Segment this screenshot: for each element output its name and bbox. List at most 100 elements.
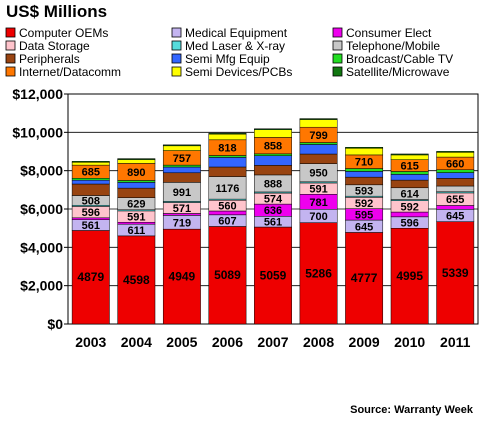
bar-segment-satellite-microwave	[117, 158, 156, 160]
x-tick-label: 2007	[257, 334, 288, 350]
data-label: 4777	[351, 271, 378, 285]
bar-segment-peripherals	[208, 166, 247, 177]
source-note: Source: Warranty Week	[350, 404, 474, 416]
data-label: 629	[127, 199, 145, 211]
legend-swatch-medical-equipment	[171, 27, 182, 38]
y-tick-label: $2,000	[20, 278, 63, 294]
data-label: 991	[173, 187, 191, 199]
bar-segment-peripherals	[162, 172, 201, 183]
data-label: 4598	[123, 273, 150, 287]
bar-segment-semi-devices-pcbs	[436, 152, 475, 158]
data-label: 4949	[169, 270, 196, 284]
legend-swatch-internet-datacomm	[5, 66, 16, 77]
bar-segment-peripherals	[299, 153, 338, 164]
bar-segment-satellite-microwave	[299, 118, 338, 120]
x-tick-label: 2003	[75, 334, 106, 350]
bar-segment-computer-oems	[162, 228, 201, 325]
data-label: 591	[127, 212, 145, 224]
legend-label-semi-devices-pcbs: Semi Devices/PCBs	[185, 65, 292, 79]
bar-segment-semi-mfg-equip	[345, 171, 384, 178]
legend-swatch-med-laser-x-ray	[171, 40, 182, 51]
data-label: 596	[82, 207, 100, 219]
data-label: 685	[82, 167, 100, 179]
data-label: 950	[309, 168, 327, 180]
legend-swatch-data-storage	[5, 40, 16, 51]
bar-segment-computer-oems	[299, 222, 338, 325]
legend-label-satellite-microwave: Satellite/Microwave	[346, 65, 450, 79]
legend-swatch-peripherals	[5, 53, 16, 64]
legend-label-telephone-mobile: Telephone/Mobile	[346, 39, 440, 53]
bar-segment-satellite-microwave	[208, 132, 247, 135]
data-label: 781	[309, 197, 327, 209]
legend-label-peripherals: Peripherals	[19, 52, 80, 66]
bar-segment-computer-oems	[390, 228, 429, 325]
y-tick-label: $8,000	[20, 163, 63, 179]
data-label: 611	[127, 225, 145, 237]
data-label: 5339	[442, 266, 469, 280]
bar-segment-computer-oems	[208, 226, 247, 325]
legend-swatch-consumer-elect	[332, 27, 343, 38]
data-label: 757	[173, 153, 191, 165]
bar-segment-broadcast-cable-tv	[162, 164, 201, 168]
bar-segment-computer-oems	[436, 221, 475, 325]
data-label: 574	[264, 194, 283, 206]
bar-segment-broadcast-cable-tv	[345, 168, 384, 172]
y-tick-label: $0	[47, 316, 63, 332]
legend-label-consumer-elect: Consumer Elect	[346, 26, 432, 40]
bar-segment-satellite-microwave	[162, 144, 201, 147]
bar-segment-semi-mfg-equip	[436, 172, 475, 179]
legend-swatch-satellite-microwave	[332, 66, 343, 77]
legend: Computer OEMs Medical Equipment Consumer E…	[5, 26, 453, 79]
data-label: 614	[400, 189, 419, 201]
data-label: 5089	[214, 268, 241, 282]
bar-segment-satellite-microwave	[436, 151, 475, 153]
x-tick-label: 2010	[394, 334, 425, 350]
x-tick-label: 2008	[303, 334, 334, 350]
data-label: 560	[218, 201, 236, 213]
bar-segment-semi-mfg-equip	[117, 182, 156, 189]
data-label: 888	[264, 178, 282, 190]
data-label: 818	[218, 143, 236, 155]
plot-area: $0 $2,000 $4,000 $6,000 $8,000 $10,000 $12,000…	[12, 86, 479, 350]
data-label: 561	[264, 217, 282, 229]
legend-label-semi-mfg-equip: Semi Mfg Equip	[185, 52, 270, 66]
bar-segment-semi-devices-pcbs	[71, 162, 110, 166]
data-label: 508	[82, 195, 100, 207]
legend-label-medical-equipment: Medical Equipment	[185, 26, 288, 40]
bar-segment-semi-mfg-equip	[390, 174, 429, 181]
data-label: 592	[355, 198, 373, 210]
bar-segment-semi-devices-pcbs	[345, 147, 384, 156]
bar-segment-broadcast-cable-tv	[117, 180, 156, 183]
data-label: 607	[218, 216, 236, 228]
data-label: 595	[355, 209, 373, 221]
bar-segment-computer-oems	[71, 230, 110, 325]
data-label: 655	[446, 194, 464, 206]
legend-swatch-broadcast-cable-tv	[332, 53, 343, 64]
bar-segment-computer-oems	[254, 226, 292, 325]
legend-label-med-laser-x-ray: Med Laser & X-ray	[185, 39, 285, 53]
data-label: 645	[446, 210, 464, 222]
data-label: 592	[400, 201, 418, 213]
bar-segment-broadcast-cable-tv	[208, 155, 247, 158]
data-label: 890	[127, 167, 145, 179]
legend-swatch-telephone-mobile	[332, 40, 343, 51]
x-tick-label: 2011	[440, 334, 471, 350]
data-label: 719	[173, 217, 191, 229]
data-label: 660	[446, 158, 464, 170]
bar-segment-broadcast-cable-tv	[299, 142, 338, 145]
bar-segment-semi-devices-pcbs	[208, 133, 247, 141]
legend-label-broadcast-cable-tv: Broadcast/Cable TV	[346, 52, 453, 66]
y-tick-label: $12,000	[12, 86, 63, 102]
data-label: 858	[264, 141, 282, 153]
bar-segment-semi-devices-pcbs	[254, 129, 292, 138]
data-label: 636	[264, 205, 282, 217]
bar-segment-telephone-mobile	[436, 185, 475, 193]
legend-label-internet-datacomm: Internet/Datacomm	[19, 65, 121, 79]
y-tick-label: $10,000	[12, 124, 63, 140]
x-tick-label: 2009	[349, 334, 380, 350]
data-label: 799	[309, 130, 327, 142]
bar-segment-peripherals	[390, 179, 429, 189]
legend-label-computer-oems: Computer OEMs	[19, 26, 108, 40]
bar-segment-semi-devices-pcbs	[162, 145, 201, 151]
bar-segment-semi-mfg-equip	[299, 144, 338, 155]
